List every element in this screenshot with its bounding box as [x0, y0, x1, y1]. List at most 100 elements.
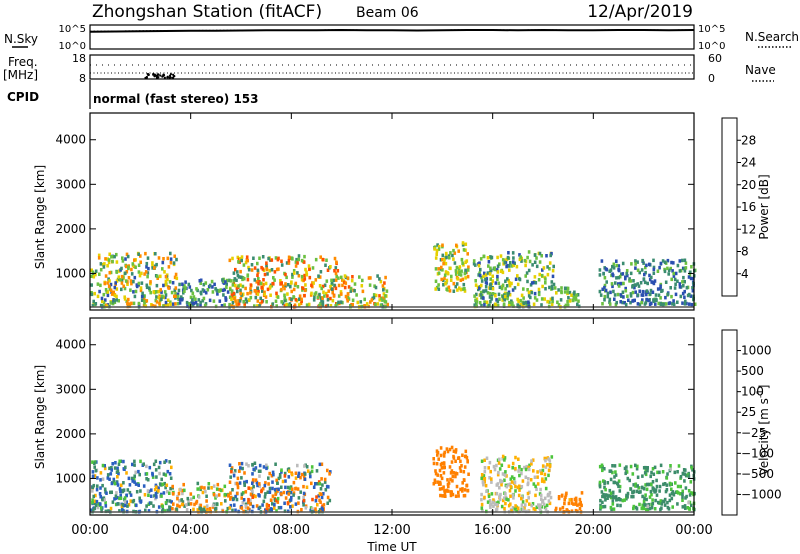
- velocity-cell: [299, 490, 302, 494]
- power-cell: [506, 277, 509, 281]
- velocity-cell: [304, 506, 308, 510]
- power-cell: [684, 261, 688, 265]
- velocity-cell: [126, 504, 129, 508]
- power-cell: [491, 279, 494, 283]
- velocity-cell: [466, 488, 470, 493]
- velocity-cell: [518, 473, 521, 478]
- power-cell: [271, 302, 275, 306]
- velocity-cell: [230, 467, 233, 472]
- velocity-cell: [655, 493, 659, 497]
- velocity-cell: [322, 492, 325, 496]
- power-cell: [148, 286, 151, 290]
- velocity-cell: [219, 488, 223, 493]
- power-cell: [151, 266, 154, 270]
- power-cell: [130, 267, 133, 272]
- velocity-cell: [642, 487, 646, 491]
- power-cell: [672, 261, 675, 265]
- power-cell: [644, 301, 648, 305]
- velocity-cell: [544, 507, 548, 512]
- power-cell: [445, 251, 448, 256]
- power-cell: [300, 297, 303, 302]
- power-cell: [630, 262, 633, 266]
- velocity-cell: [297, 496, 301, 500]
- velocity-cell: [629, 464, 633, 469]
- power-cell: [224, 280, 227, 284]
- power-cell: [274, 299, 278, 303]
- power-cell: [688, 273, 692, 277]
- velocity-cell: [157, 505, 161, 509]
- power-cell: [117, 299, 120, 303]
- velocity-cell: [438, 487, 442, 491]
- power-cell: [512, 256, 515, 260]
- velocity-cell: [236, 485, 240, 490]
- power-cell: [326, 303, 329, 308]
- power-cell: [687, 275, 691, 279]
- velocity-cell: [572, 502, 575, 506]
- velocity-cell: [112, 480, 116, 484]
- velocity-cell: [670, 491, 674, 496]
- freq-left-label: Freq.: [8, 55, 38, 69]
- power-cell: [477, 263, 481, 268]
- velocity-ytick-label: 1000: [55, 471, 86, 485]
- power-cell: [339, 292, 343, 296]
- nave-right-tick-bottom: 0: [708, 72, 715, 85]
- power-cell: [110, 255, 113, 259]
- power-cell: [663, 302, 666, 306]
- velocity-cell: [254, 478, 258, 482]
- velocity-cell: [650, 482, 653, 487]
- power-cell: [307, 264, 311, 268]
- velocity-cell: [207, 482, 211, 486]
- velocity-cell: [326, 468, 329, 473]
- power-cell: [294, 264, 298, 268]
- power-cell: [549, 253, 552, 258]
- velocity-cell: [618, 489, 622, 493]
- velocity-panel-frame: [89, 317, 695, 516]
- power-cell: [645, 263, 648, 268]
- velocity-cell: [496, 472, 500, 477]
- power-cell: [525, 301, 529, 305]
- power-cell: [379, 279, 383, 284]
- nave-right-label: Nave: [745, 63, 776, 77]
- velocity-cell: [669, 464, 672, 468]
- power-cell: [300, 274, 304, 279]
- power-cell: [372, 293, 376, 297]
- velocity-cell: [527, 465, 530, 470]
- velocity-cell: [625, 465, 628, 469]
- power-cell: [485, 300, 489, 304]
- velocity-cell: [497, 500, 500, 504]
- power-cell: [123, 297, 127, 301]
- velocity-cell: [547, 468, 551, 473]
- velocity-cell: [183, 488, 186, 493]
- velocity-cell: [677, 464, 681, 468]
- power-cell: [329, 304, 333, 308]
- power-cell: [246, 277, 250, 282]
- velocity-cell: [260, 488, 264, 492]
- power-cell: [239, 288, 242, 293]
- power-cell: [676, 263, 680, 268]
- velocity-cell: [312, 509, 315, 513]
- velocity-cell: [212, 492, 216, 497]
- velocity-cell: [144, 508, 147, 513]
- velocity-cell: [643, 471, 647, 475]
- power-cell: [463, 287, 466, 291]
- power-cell: [363, 297, 366, 302]
- velocity-cell: [521, 500, 525, 504]
- power-cell: [533, 296, 537, 300]
- power-cell: [290, 289, 293, 294]
- power-cell: [449, 266, 452, 271]
- velocity-cell: [243, 471, 246, 475]
- velocity-cell: [436, 453, 439, 457]
- power-cell: [506, 255, 510, 260]
- power-cell: [318, 303, 321, 308]
- velocity-cell: [602, 479, 605, 483]
- power-cell: [151, 264, 154, 268]
- power-cell: [650, 275, 653, 280]
- power-cell: [297, 303, 301, 307]
- power-cell: [335, 260, 338, 264]
- power-cell: [544, 277, 547, 281]
- velocity-cell: [598, 464, 602, 469]
- velocity-cell: [509, 477, 513, 481]
- power-cell: [256, 286, 260, 290]
- velocity-cell: [451, 492, 455, 497]
